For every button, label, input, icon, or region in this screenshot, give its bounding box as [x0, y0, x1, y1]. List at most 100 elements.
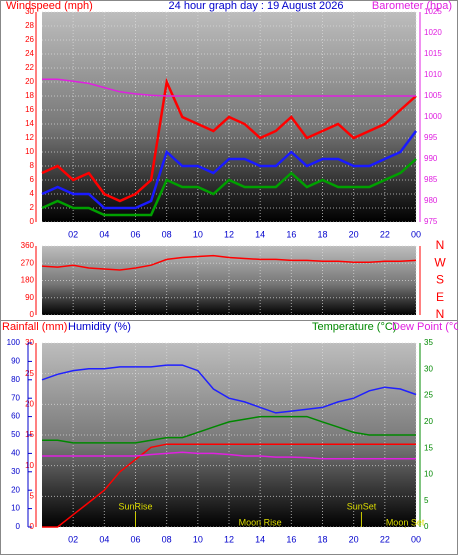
y2-tick-label: 10	[424, 470, 433, 479]
y-tick-label: 22	[25, 63, 34, 72]
series-line	[41, 254, 417, 271]
x-tick-label: 14	[255, 229, 265, 239]
x-tick-label: 08	[162, 534, 172, 544]
x-tick-label: 00	[411, 534, 421, 544]
y3-tick-label: 0	[16, 522, 21, 531]
y-tick-label: 6	[30, 175, 35, 184]
y2-tick-label: 0	[424, 522, 429, 531]
y3-tick-label: 70	[11, 393, 20, 402]
series-line	[42, 78, 416, 97]
y2-tick-label: N	[436, 238, 445, 252]
y2-tick-label: 1010	[424, 70, 442, 79]
y-label: Rainfall (mm)	[2, 321, 67, 333]
x-tick-label: 08	[162, 229, 172, 239]
y-tick-label: 360	[21, 241, 35, 250]
y2-tick-label: W	[434, 255, 446, 269]
y-tick-label: 20	[25, 399, 34, 408]
y2-label: Barometer (hpa)	[372, 0, 452, 12]
annotation: Moon Set	[386, 517, 425, 527]
y2-tick-label: 1005	[424, 91, 442, 100]
series-line	[42, 451, 416, 460]
annotation: SunSet	[347, 501, 377, 511]
y-tick-label: 20	[25, 77, 34, 86]
y-tick-label: 2	[30, 203, 35, 212]
y2-tick-label: 980	[424, 196, 438, 205]
series-line	[42, 443, 416, 528]
y-tick-label: 28	[25, 21, 34, 30]
series-line	[41, 130, 418, 210]
y4-label: Dew Point (°C)	[392, 321, 458, 333]
y-tick-label: 90	[25, 293, 34, 302]
annotation: SunRise	[118, 501, 152, 511]
y3-tick-label: 50	[11, 430, 20, 439]
y2-tick-label: 1000	[424, 112, 442, 121]
y3-tick-label: 10	[11, 504, 20, 513]
x-tick-label: 10	[193, 229, 203, 239]
y-tick-label: 4	[30, 189, 35, 198]
y2-tick-label: 1025	[424, 7, 442, 16]
x-tick-label: 12	[224, 534, 234, 544]
x-tick-label: 18	[317, 534, 327, 544]
x-tick-label: 12	[224, 229, 234, 239]
x-tick-label: 10	[193, 534, 203, 544]
x-tick-label: 04	[99, 534, 109, 544]
x-tick-label: 22	[380, 534, 390, 544]
y-tick-label: 18	[25, 91, 34, 100]
x-tick-label: 04	[99, 229, 109, 239]
y-tick-label: 0	[30, 522, 35, 531]
y-tick-label: 0	[30, 217, 35, 226]
y-tick-label: 0	[30, 310, 35, 319]
y3-tick-label: 90	[11, 357, 20, 366]
x-tick-label: 20	[349, 229, 359, 239]
x-tick-label: 00	[411, 229, 421, 239]
y2-tick-label: 985	[424, 175, 438, 184]
x-tick-label: 22	[380, 229, 390, 239]
y-tick-label: 8	[30, 161, 35, 170]
x-tick-label: 02	[68, 229, 78, 239]
y2-tick-label: E	[436, 290, 444, 304]
y2-tick-label: S	[436, 273, 444, 287]
y-tick-label: 12	[25, 133, 34, 142]
y2-tick-label: 1015	[424, 49, 442, 58]
series-line	[41, 158, 417, 217]
y-tick-label: 24	[25, 49, 34, 58]
series-line	[41, 364, 417, 414]
y-tick-label: 30	[25, 7, 34, 16]
y2-tick-label: 990	[424, 154, 438, 163]
y3-tick-label: 40	[11, 449, 20, 458]
y2-tick-label: N	[436, 307, 445, 321]
y2-tick-label: 15	[424, 443, 433, 452]
x-tick-label: 06	[130, 229, 140, 239]
y-tick-label: 16	[25, 105, 34, 114]
x-tick-label: 18	[317, 229, 327, 239]
y2-tick-label: 5	[424, 496, 429, 505]
y3-tick-label: 60	[11, 412, 20, 421]
series-line	[41, 77, 417, 203]
y2-tick-label: 20	[424, 417, 433, 426]
y-tick-label: 14	[25, 119, 34, 128]
y-tick-label: 25	[25, 369, 34, 378]
y3-tick-label: 100	[7, 338, 21, 347]
x-tick-label: 02	[68, 534, 78, 544]
x-tick-label: 16	[286, 229, 296, 239]
y2-tick-label: 35	[424, 338, 433, 347]
y2-tick-label: 25	[424, 391, 433, 400]
y2-tick-label: 30	[424, 364, 433, 373]
y2-label: Temperature (°C)	[312, 321, 396, 333]
chart-title: 24 hour graph day : 19 August 2026	[169, 0, 344, 12]
x-tick-label: 20	[349, 534, 359, 544]
y3-tick-label: 20	[11, 485, 20, 494]
y2-tick-label: 1020	[424, 28, 442, 37]
annotation: Moon Rise	[239, 517, 282, 527]
y-tick-label: 5	[30, 491, 35, 500]
y-tick-label: 270	[21, 258, 35, 267]
y-tick-label: 10	[25, 147, 34, 156]
x-tick-label: 06	[130, 534, 140, 544]
y-tick-label: 10	[25, 461, 34, 470]
y3-tick-label: 80	[11, 375, 20, 384]
y3-tick-label: 30	[11, 467, 20, 476]
y-tick-label: 180	[21, 276, 35, 285]
y-label: Windspeed (mph)	[6, 0, 93, 12]
series-line	[42, 415, 416, 444]
